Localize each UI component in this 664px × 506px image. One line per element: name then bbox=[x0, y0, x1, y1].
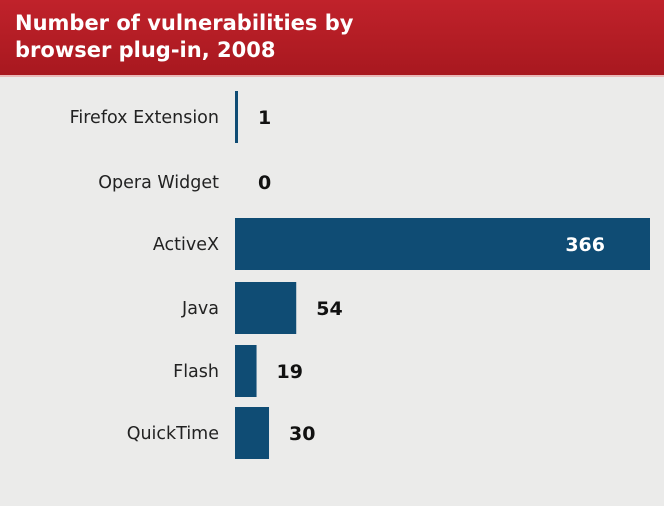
value-label: 366 bbox=[565, 234, 605, 256]
value-label: 0 bbox=[258, 172, 271, 194]
category-label: QuickTime bbox=[127, 424, 219, 444]
value-label: 1 bbox=[258, 107, 271, 129]
category-label: Flash bbox=[173, 362, 219, 382]
bar bbox=[235, 218, 650, 270]
category-label: Java bbox=[181, 299, 219, 319]
bar bbox=[235, 91, 238, 143]
chart-header: Number of vulnerabilities by browser plu… bbox=[0, 0, 664, 77]
value-label: 19 bbox=[277, 361, 303, 383]
value-label: 30 bbox=[289, 423, 315, 445]
bar bbox=[235, 345, 257, 397]
category-label: Firefox Extension bbox=[70, 108, 219, 128]
chart-title: Number of vulnerabilities by browser plu… bbox=[15, 11, 354, 62]
value-label: 54 bbox=[316, 298, 342, 320]
category-label: ActiveX bbox=[153, 235, 219, 255]
bar bbox=[235, 407, 270, 459]
bar bbox=[235, 282, 297, 334]
category-label: Opera Widget bbox=[98, 173, 219, 193]
